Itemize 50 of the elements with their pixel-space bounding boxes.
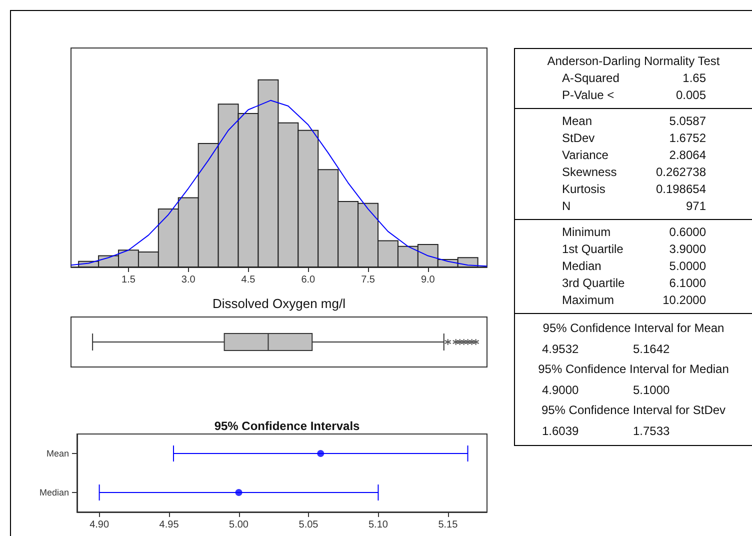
text: Median (562, 258, 602, 275)
text: Maximum (562, 292, 614, 309)
text: Variance (562, 147, 608, 164)
text: 971 (686, 198, 706, 215)
x-tick-label: 4.5 (241, 274, 256, 286)
text: 1.65 (682, 70, 706, 87)
x-tick-label: 5.05 (298, 520, 319, 530)
text: Kurtosis (562, 181, 606, 198)
text: Minimum (562, 224, 611, 241)
text: Mean (562, 113, 592, 130)
text: 0.198654 (656, 181, 706, 198)
x-tick-label: 3.0 (181, 274, 196, 286)
chart-title: 95% Confidence Intervals (214, 419, 360, 433)
text: N (562, 198, 571, 215)
text: 0.262738 (656, 164, 706, 181)
text: 4.9000 (542, 382, 579, 398)
text: 4.9532 (542, 340, 579, 358)
text: 10.2000 (662, 292, 706, 309)
x-tick-label: 9.0 (420, 274, 436, 286)
text: 1.6039 (542, 422, 579, 440)
text: 1.6752 (669, 130, 706, 147)
text: 1st Quartile (562, 241, 624, 258)
x-tick-label: 7.5 (361, 274, 376, 286)
text: A-Squared (562, 70, 620, 87)
text: 3rd Quartile (562, 275, 625, 292)
text: 5.0587 (669, 113, 706, 130)
text: 0.6000 (669, 224, 706, 241)
x-axis-title: Dissolved Oxygen mg/l (212, 296, 346, 311)
x-tick-label: 6.0 (301, 274, 316, 286)
text: 95% Confidence Interval for StDev (540, 402, 727, 419)
text: 2.8064 (669, 147, 706, 164)
text: Anderson-Darling Normality Test (546, 53, 721, 70)
text: 5.1000 (633, 382, 670, 398)
text: 0.005 (676, 87, 706, 104)
text: 95% Confidence Interval for Mean (542, 320, 726, 337)
x-tick-label: 5.10 (368, 520, 388, 530)
text: 5.1642 (633, 340, 670, 358)
text: 3.9000 (669, 241, 706, 258)
text: 6.1000 (669, 275, 706, 292)
text: 5.0000 (669, 258, 706, 275)
text: 1.7533 (633, 422, 670, 440)
text: 95% Confidence Interval for Median (537, 361, 730, 378)
text: Skewness (562, 164, 617, 181)
x-tick-label: 5.15 (438, 520, 458, 530)
x-tick-label: 1.5 (122, 274, 136, 286)
x-tick-label: 5.00 (229, 520, 249, 530)
text: P-Value < (562, 87, 614, 104)
x-tick-label: 4.90 (90, 520, 110, 530)
text: StDev (562, 130, 595, 147)
x-tick-label: 4.95 (159, 520, 180, 530)
